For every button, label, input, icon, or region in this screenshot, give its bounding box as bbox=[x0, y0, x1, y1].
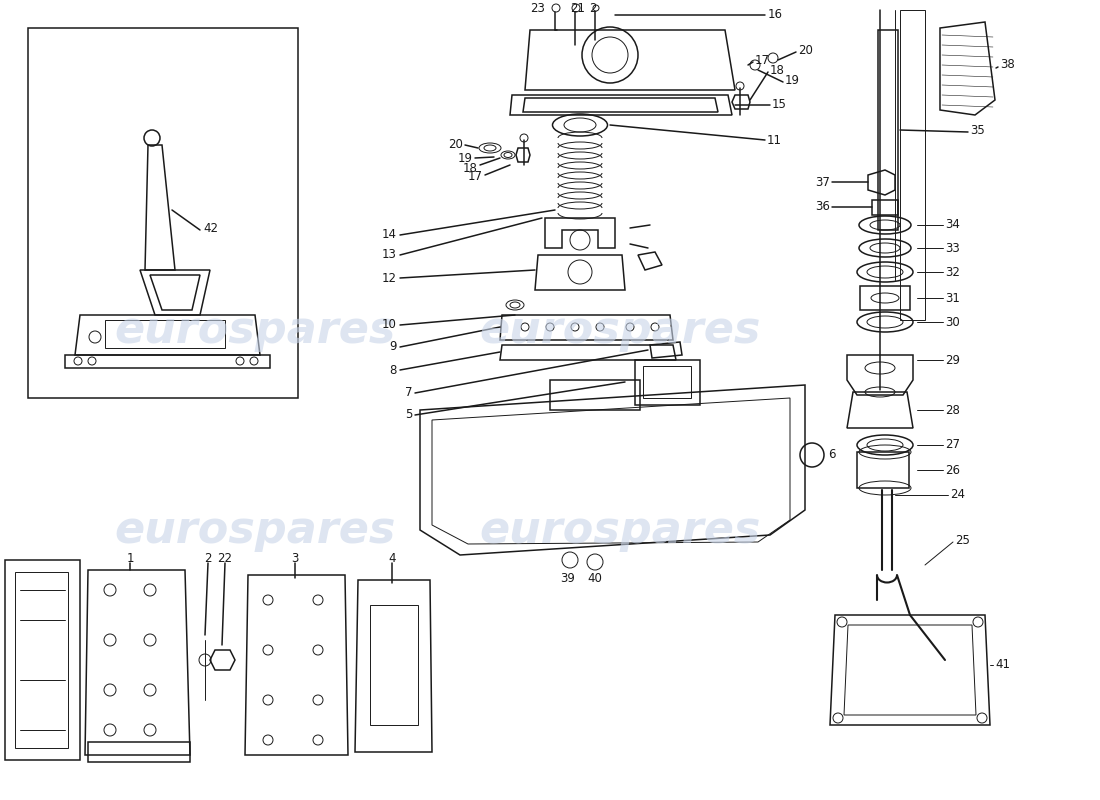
Text: 34: 34 bbox=[945, 218, 960, 231]
Text: eurospares: eurospares bbox=[114, 509, 396, 551]
Text: 14: 14 bbox=[382, 229, 397, 242]
Text: 12: 12 bbox=[382, 271, 397, 285]
Bar bbox=[550, 380, 640, 410]
Text: eurospares: eurospares bbox=[480, 309, 761, 351]
Text: 26: 26 bbox=[945, 463, 960, 477]
Text: 2: 2 bbox=[205, 551, 211, 565]
Text: 9: 9 bbox=[389, 341, 397, 354]
Text: 20: 20 bbox=[798, 43, 813, 57]
Text: 22: 22 bbox=[218, 551, 232, 565]
Text: 37: 37 bbox=[815, 175, 830, 189]
Text: 27: 27 bbox=[945, 438, 960, 451]
Bar bbox=[28, 28, 298, 398]
Text: 20: 20 bbox=[448, 138, 463, 151]
Bar bbox=[900, 10, 925, 320]
Text: 17: 17 bbox=[755, 54, 770, 66]
Text: 31: 31 bbox=[945, 291, 960, 305]
Text: 1: 1 bbox=[126, 551, 134, 565]
Text: 16: 16 bbox=[768, 9, 783, 22]
Text: 29: 29 bbox=[945, 354, 960, 366]
Text: 7: 7 bbox=[405, 386, 412, 399]
Text: 13: 13 bbox=[382, 249, 397, 262]
Text: 18: 18 bbox=[463, 162, 478, 174]
Text: 40: 40 bbox=[587, 571, 603, 585]
Bar bbox=[857, 452, 909, 488]
Bar bbox=[860, 286, 910, 310]
Text: 36: 36 bbox=[815, 201, 830, 214]
Text: eurospares: eurospares bbox=[480, 509, 761, 551]
Text: 19: 19 bbox=[458, 151, 473, 165]
Text: 4: 4 bbox=[388, 551, 396, 565]
Text: 33: 33 bbox=[945, 242, 959, 254]
Text: 6: 6 bbox=[828, 449, 836, 462]
Text: 17: 17 bbox=[468, 170, 483, 183]
Text: eurospares: eurospares bbox=[114, 309, 396, 351]
Bar bbox=[104, 320, 226, 348]
Text: 24: 24 bbox=[950, 489, 965, 502]
Text: 11: 11 bbox=[767, 134, 782, 146]
Text: 38: 38 bbox=[1000, 58, 1014, 71]
Text: 35: 35 bbox=[970, 123, 985, 137]
Text: 42: 42 bbox=[204, 222, 218, 234]
Text: 3: 3 bbox=[292, 551, 299, 565]
Bar bbox=[635, 360, 700, 405]
Text: 28: 28 bbox=[945, 403, 960, 417]
Text: 39: 39 bbox=[561, 571, 575, 585]
Text: 25: 25 bbox=[955, 534, 970, 546]
Text: 23: 23 bbox=[530, 2, 544, 14]
Bar bbox=[644, 366, 691, 398]
Text: 18: 18 bbox=[770, 63, 785, 77]
Text: 41: 41 bbox=[996, 658, 1010, 671]
Text: 8: 8 bbox=[389, 363, 397, 377]
Text: 2: 2 bbox=[590, 2, 596, 14]
Text: 15: 15 bbox=[772, 98, 786, 111]
Bar bbox=[370, 605, 418, 725]
Text: 5: 5 bbox=[405, 409, 412, 422]
Text: 32: 32 bbox=[945, 266, 960, 278]
Text: 30: 30 bbox=[945, 315, 959, 329]
Text: 21: 21 bbox=[571, 2, 585, 14]
Text: 10: 10 bbox=[382, 318, 397, 331]
Text: 19: 19 bbox=[785, 74, 800, 86]
